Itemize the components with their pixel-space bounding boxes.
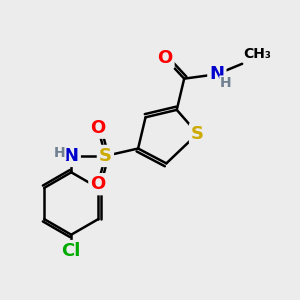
Text: N: N (209, 65, 224, 83)
Text: N: N (64, 147, 79, 165)
Text: H: H (220, 76, 232, 90)
Text: CH₃: CH₃ (244, 47, 272, 61)
Text: O: O (90, 119, 106, 137)
Text: Cl: Cl (61, 242, 81, 260)
Text: O: O (157, 49, 172, 67)
Text: H: H (54, 146, 66, 160)
Text: S: S (191, 125, 204, 143)
Text: O: O (90, 175, 106, 193)
Text: S: S (99, 147, 112, 165)
